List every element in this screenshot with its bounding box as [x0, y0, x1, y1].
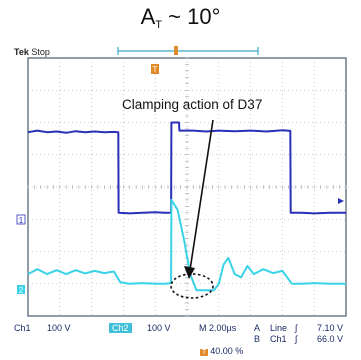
scope-readout-row1: Ch1 100 V Ch2 100 V M 2.00µs A Line ∫ 7.… [12, 323, 357, 335]
trigger-position-icon-small: T [200, 349, 209, 356]
trig-b-label: B [254, 334, 261, 344]
scope-status-bar: Tek Stop [14, 47, 50, 57]
trigger-marker-text: T [153, 65, 158, 74]
acquisition-state: Stop [31, 47, 50, 57]
ch2-label: Ch2 [109, 323, 132, 333]
ch1-label: Ch1 [14, 323, 31, 333]
ch1-ground-icon [16, 214, 26, 225]
trig-a-source: Line [270, 323, 288, 333]
trig-a-label: A [254, 323, 261, 333]
annotation-arrow-head [184, 266, 195, 279]
figure-heading: AT ~ 10° [0, 4, 361, 31]
heading-main: A [140, 4, 156, 29]
ch2-scale: 100 V [147, 323, 171, 333]
ch2-ground-icon [17, 285, 25, 294]
ch1-scale: 100 V [47, 323, 71, 333]
annotation-text: Clamping action of D37 [122, 97, 263, 112]
clamping-highlight-ellipse [170, 273, 214, 299]
trig-a-level: 7.10 V [317, 323, 344, 333]
annotation-arrow-line [189, 119, 214, 271]
trigger-level-icon [338, 198, 344, 204]
trig-b-level: 66.0 V [317, 334, 344, 344]
scope-readout-row2: B Ch1 ∫ 66.0 V [12, 334, 357, 346]
trigger-position-readout: T 40.00 % [200, 346, 243, 356]
ch2-marker-text: 2 [19, 286, 24, 295]
trig-b-slope-icon: ∫ [295, 334, 298, 344]
trig-a-slope-icon: ∫ [295, 323, 298, 333]
ch1-marker-text: 1 [19, 216, 24, 225]
trigger-position-icon [151, 64, 159, 74]
record-position-icon [174, 46, 178, 55]
time-base: M 2.00µs [199, 323, 237, 333]
brand-label: Tek [14, 47, 29, 57]
trig-b-source: Ch1 [270, 334, 287, 344]
heading-rest: ~ 10° [162, 4, 221, 29]
trigger-position-value: 40.00 % [210, 346, 244, 356]
ch1-trace [27, 121, 346, 215]
heading-subscript: T [155, 19, 163, 31]
